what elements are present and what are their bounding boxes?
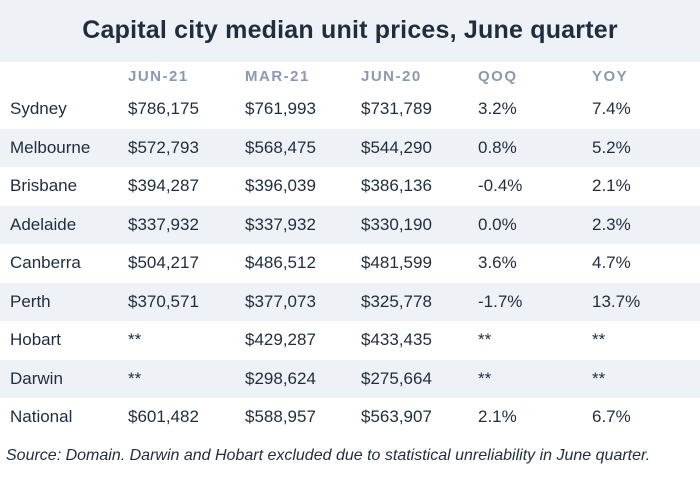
city-cell: Hobart: [10, 330, 62, 350]
jun20-cell: $731,789: [361, 99, 432, 119]
city-cell: Adelaide: [10, 214, 77, 234]
jun20-cell: $544,290: [361, 137, 432, 157]
jun21-cell: **: [128, 330, 142, 350]
yoy-cell: 5.2%: [592, 137, 631, 157]
jun20-cell: $433,435: [361, 330, 432, 350]
city-cell: Canberra: [10, 253, 81, 273]
mar21-cell: $568,475: [245, 137, 316, 157]
mar21-cell: $486,512: [245, 253, 316, 273]
jun21-cell: $504,217: [128, 253, 199, 273]
table-row: Brisbane $394,287 $396,039 $386,136 -0.4% 2.1…: [0, 167, 700, 206]
city-cell: Brisbane: [10, 176, 78, 196]
column-header-mar21: MAR-21: [245, 67, 310, 85]
yoy-cell: 4.7%: [592, 253, 631, 273]
table-row: Perth $370,571 $377,073 $325,778 -1.7% 13.7%: [0, 282, 700, 321]
city-cell: National: [10, 407, 73, 427]
mar21-cell: $377,073: [245, 291, 316, 311]
column-header-qoq: QOQ: [478, 67, 518, 85]
city-cell: Sydney: [10, 99, 67, 119]
table-row: Melbourne $572,793 $568,475 $544,290 0.8% 5.2…: [0, 128, 700, 167]
jun21-cell: $394,287: [128, 176, 199, 196]
mar21-cell: $396,039: [245, 176, 316, 196]
jun20-cell: $563,907: [361, 407, 432, 427]
city-cell: Darwin: [10, 368, 63, 388]
table-body: Sydney $786,175 $761,993 $731,789 3.2% 7.4% Me…: [0, 90, 700, 437]
mar21-cell: $298,624: [245, 368, 316, 388]
table-title: Capital city median unit prices, June qu…: [82, 16, 618, 44]
table-row: Sydney $786,175 $761,993 $731,789 3.2% 7.4%: [0, 90, 700, 129]
mar21-cell: $337,932: [245, 214, 316, 234]
mar21-cell: $761,993: [245, 99, 316, 119]
city-cell: Perth: [10, 291, 51, 311]
price-table: JUN-21 MAR-21 JUN-20 QOQ YOY Sydney $786,…: [0, 62, 700, 437]
column-header-jun21: JUN-21: [128, 67, 189, 85]
qoq-cell: 3.6%: [478, 253, 517, 273]
jun21-cell: $370,571: [128, 291, 199, 311]
jun20-cell: $325,778: [361, 291, 432, 311]
table-row: Canberra $504,217 $486,512 $481,599 3.6% 4.7%: [0, 244, 700, 283]
qoq-cell: 3.2%: [478, 99, 517, 119]
yoy-cell: 7.4%: [592, 99, 631, 119]
source-note: Source: Domain. Darwin and Hobart exclud…: [6, 447, 651, 464]
yoy-cell: **: [592, 368, 606, 388]
qoq-cell: -0.4%: [478, 176, 523, 196]
jun20-cell: $481,599: [361, 253, 432, 273]
qoq-cell: 0.8%: [478, 137, 517, 157]
jun20-cell: $330,190: [361, 214, 432, 234]
mar21-cell: $429,287: [245, 330, 316, 350]
jun21-cell: $601,482: [128, 407, 199, 427]
yoy-cell: 2.1%: [592, 176, 631, 196]
yoy-cell: 13.7%: [592, 291, 641, 311]
jun21-cell: **: [128, 368, 142, 388]
jun21-cell: $572,793: [128, 137, 199, 157]
jun21-cell: $786,175: [128, 99, 199, 119]
table-row: National $601,482 $588,957 $563,907 2.1% 6.7%: [0, 398, 700, 437]
column-header-jun20: JUN-20: [361, 67, 422, 85]
qoq-cell: **: [478, 368, 492, 388]
city-cell: Melbourne: [10, 137, 91, 157]
qoq-cell: **: [478, 330, 492, 350]
yoy-cell: **: [592, 330, 606, 350]
jun21-cell: $337,932: [128, 214, 199, 234]
jun20-cell: $386,136: [361, 176, 432, 196]
title-bar: [0, 0, 700, 62]
table-row: Darwin ** $298,624 $275,664 ** **: [0, 359, 700, 398]
qoq-cell: -1.7%: [478, 291, 523, 311]
table-row: Adelaide $337,932 $337,932 $330,190 0.0% 2.3%: [0, 205, 700, 244]
mar21-cell: $588,957: [245, 407, 316, 427]
yoy-cell: 6.7%: [592, 407, 631, 427]
table-header-row: JUN-21 MAR-21 JUN-20 QOQ YOY: [0, 62, 700, 90]
yoy-cell: 2.3%: [592, 214, 631, 234]
jun20-cell: $275,664: [361, 368, 432, 388]
table-row: Hobart ** $429,287 $433,435 ** **: [0, 321, 700, 360]
qoq-cell: 0.0%: [478, 214, 517, 234]
qoq-cell: 2.1%: [478, 407, 517, 427]
column-header-yoy: YOY: [592, 67, 629, 85]
